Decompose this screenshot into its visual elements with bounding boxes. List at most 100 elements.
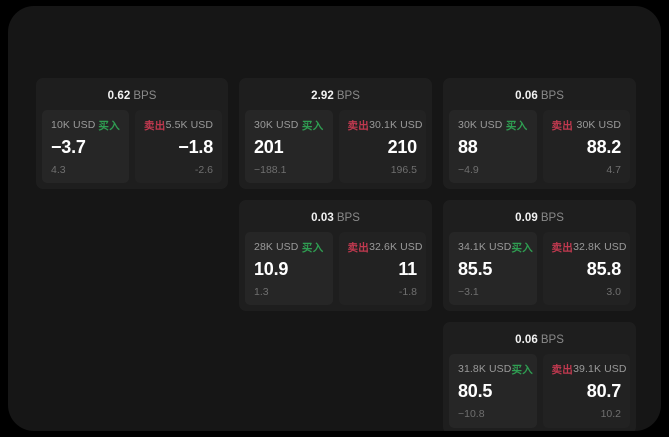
card-spread-header: 0.03 BPS bbox=[245, 206, 426, 232]
buy-side[interactable]: 28K USD 买入 10.9 1.3 bbox=[245, 232, 333, 306]
sell-price: 210 bbox=[387, 137, 418, 157]
sell-side[interactable]: 卖出 5.5K USD −1.8 -2.6 bbox=[135, 110, 222, 184]
spread-value: 0.03 bbox=[311, 212, 334, 225]
buy-price: 85.5 bbox=[458, 259, 493, 280]
card-sides: 34.1K USD 买入 85.5 −3.1 卖出 32.8K USD 85. bbox=[449, 232, 630, 306]
quote-column: 2.92 BPS 30K USD 买入 201 −188.1 bbox=[239, 78, 432, 312]
sell-size-label: 5.5K USD bbox=[165, 119, 214, 131]
sell-tag: 卖出 bbox=[551, 241, 574, 254]
quote-card[interactable]: 0.06 BPS 31.8K USD 买入 80.5 −10.8 bbox=[443, 322, 636, 431]
sell-sub-value: 3.0 bbox=[606, 285, 621, 298]
buy-side[interactable]: 30K USD 买入 88 −4.9 bbox=[449, 110, 537, 184]
spread-value: 2.92 bbox=[311, 90, 334, 102]
sell-sub-value: 10.2 bbox=[600, 408, 621, 421]
sell-side[interactable]: 卖出 32.8K USD 85.8 3.0 bbox=[542, 232, 630, 306]
buy-side-header: 30K USD 买入 bbox=[254, 118, 324, 132]
buy-price: 88 bbox=[458, 137, 478, 157]
sell-tag: 卖出 bbox=[347, 241, 370, 254]
spread-value: 0.62 bbox=[107, 90, 131, 102]
sell-tag: 卖出 bbox=[144, 119, 166, 132]
buy-tag: 买入 bbox=[98, 119, 120, 132]
buy-price: 80.5 bbox=[458, 381, 493, 402]
buy-sub-value: −4.9 bbox=[458, 163, 479, 176]
buy-side[interactable]: 30K USD 买入 201 −188.1 bbox=[245, 110, 333, 184]
buy-sub-value: 4.3 bbox=[51, 163, 66, 176]
card-sides: 30K USD 买入 88 −4.9 卖出 30K USD 88.2 bbox=[449, 110, 630, 184]
card-spread-header: 2.92 BPS bbox=[245, 84, 426, 110]
buy-tag: 买入 bbox=[301, 119, 324, 132]
card-sides: 31.8K USD 买入 80.5 −10.8 卖出 39.1K USD 80 bbox=[449, 354, 630, 428]
sell-size-label: 32.8K USD bbox=[573, 241, 627, 254]
quote-card-grid: 0.62 BPS 10K USD 买入 −3.7 4.3 bbox=[36, 78, 636, 431]
sell-tag: 卖出 bbox=[347, 119, 370, 132]
quote-card[interactable]: 0.03 BPS 28K USD 买入 10.9 1.3 bbox=[239, 200, 432, 312]
card-spread-header: 0.09 BPS bbox=[449, 206, 630, 232]
card-spread-header: 0.62 BPS bbox=[42, 84, 222, 110]
sell-sub-value: -2.6 bbox=[194, 163, 213, 176]
buy-price: 10.9 bbox=[254, 259, 289, 280]
buy-size-label: 28K USD bbox=[254, 241, 299, 254]
sell-side[interactable]: 卖出 30.1K USD 210 196.5 bbox=[338, 110, 426, 184]
buy-size-label: 34.1K USD bbox=[458, 241, 512, 254]
card-sides: 30K USD 买入 201 −188.1 卖出 30.1K USD 210 bbox=[245, 110, 426, 184]
card-sides: 28K USD 买入 10.9 1.3 卖出 32.6K USD 11 bbox=[245, 232, 426, 306]
sell-price: 80.7 bbox=[586, 381, 621, 402]
quote-card[interactable]: 0.06 BPS 30K USD 买入 88 −4.9 bbox=[443, 78, 636, 190]
sell-side[interactable]: 卖出 32.6K USD 11 -1.8 bbox=[338, 232, 426, 306]
buy-side-header: 30K USD 买入 bbox=[458, 118, 528, 132]
buy-side-header: 34.1K USD 买入 bbox=[458, 240, 533, 254]
buy-side[interactable]: 31.8K USD 买入 80.5 −10.8 bbox=[449, 354, 537, 428]
buy-size-label: 31.8K USD bbox=[458, 363, 512, 376]
buy-tag: 买入 bbox=[511, 363, 534, 376]
spread-value: 0.06 bbox=[515, 334, 538, 347]
sell-price: 11 bbox=[398, 259, 417, 280]
quote-card[interactable]: 2.92 BPS 30K USD 买入 201 −188.1 bbox=[239, 78, 432, 190]
buy-price: 201 bbox=[254, 137, 284, 157]
buy-tag: 买入 bbox=[511, 241, 534, 254]
sell-tag: 卖出 bbox=[551, 119, 574, 132]
buy-sub-value: 1.3 bbox=[254, 285, 269, 298]
card-spread-header: 0.06 BPS bbox=[449, 84, 630, 110]
spread-value: 0.06 bbox=[515, 90, 538, 102]
buy-side[interactable]: 34.1K USD 买入 85.5 −3.1 bbox=[449, 232, 537, 306]
sell-side[interactable]: 卖出 30K USD 88.2 4.7 bbox=[542, 110, 630, 184]
sell-price: 85.8 bbox=[586, 259, 621, 280]
sell-size-label: 30K USD bbox=[576, 119, 621, 131]
sell-side-header: 卖出 5.5K USD bbox=[144, 118, 213, 132]
sell-size-label: 30.1K USD bbox=[369, 119, 423, 131]
quote-column: 0.62 BPS 10K USD 买入 −3.7 4.3 bbox=[36, 78, 228, 190]
quotes-panel: 0.62 BPS 10K USD 买入 −3.7 4.3 bbox=[8, 6, 661, 431]
sell-size-label: 39.1K USD bbox=[573, 363, 627, 376]
sell-side-header: 卖出 39.1K USD bbox=[551, 362, 627, 376]
sell-side-header: 卖出 32.6K USD bbox=[347, 240, 423, 254]
spread-unit: BPS bbox=[336, 212, 360, 225]
quote-card[interactable]: 0.62 BPS 10K USD 买入 −3.7 4.3 bbox=[36, 78, 228, 190]
buy-sub-value: −10.8 bbox=[458, 408, 485, 421]
spread-unit: BPS bbox=[540, 212, 564, 225]
card-sides: 10K USD 买入 −3.7 4.3 卖出 5.5K USD −1.8 bbox=[42, 110, 222, 184]
spread-value: 0.09 bbox=[515, 212, 538, 225]
sell-price: 88.2 bbox=[586, 137, 621, 157]
sell-tag: 卖出 bbox=[551, 363, 574, 376]
buy-side[interactable]: 10K USD 买入 −3.7 4.3 bbox=[42, 110, 129, 184]
buy-size-label: 30K USD bbox=[458, 119, 503, 131]
buy-tag: 买入 bbox=[505, 119, 528, 132]
buy-sub-value: −3.1 bbox=[458, 285, 479, 298]
sell-side[interactable]: 卖出 39.1K USD 80.7 10.2 bbox=[542, 354, 630, 428]
buy-sub-value: −188.1 bbox=[254, 163, 287, 176]
sell-sub-value: -1.8 bbox=[398, 285, 417, 298]
sell-sub-value: 4.7 bbox=[606, 163, 621, 176]
card-spread-header: 0.06 BPS bbox=[449, 328, 630, 354]
sell-side-header: 卖出 30K USD bbox=[552, 118, 622, 132]
spread-unit: BPS bbox=[540, 334, 564, 347]
sell-price: −1.8 bbox=[178, 137, 213, 157]
buy-side-header: 31.8K USD 买入 bbox=[458, 362, 533, 376]
spread-unit: BPS bbox=[336, 90, 360, 102]
quote-column: 0.06 BPS 30K USD 买入 88 −4.9 bbox=[443, 78, 636, 431]
buy-side-header: 10K USD 买入 bbox=[51, 118, 120, 132]
quote-card[interactable]: 0.09 BPS 34.1K USD 买入 85.5 −3.1 bbox=[443, 200, 636, 312]
buy-side-header: 28K USD 买入 bbox=[254, 240, 324, 254]
sell-side-header: 卖出 30.1K USD bbox=[347, 118, 423, 132]
buy-price: −3.7 bbox=[51, 137, 86, 157]
